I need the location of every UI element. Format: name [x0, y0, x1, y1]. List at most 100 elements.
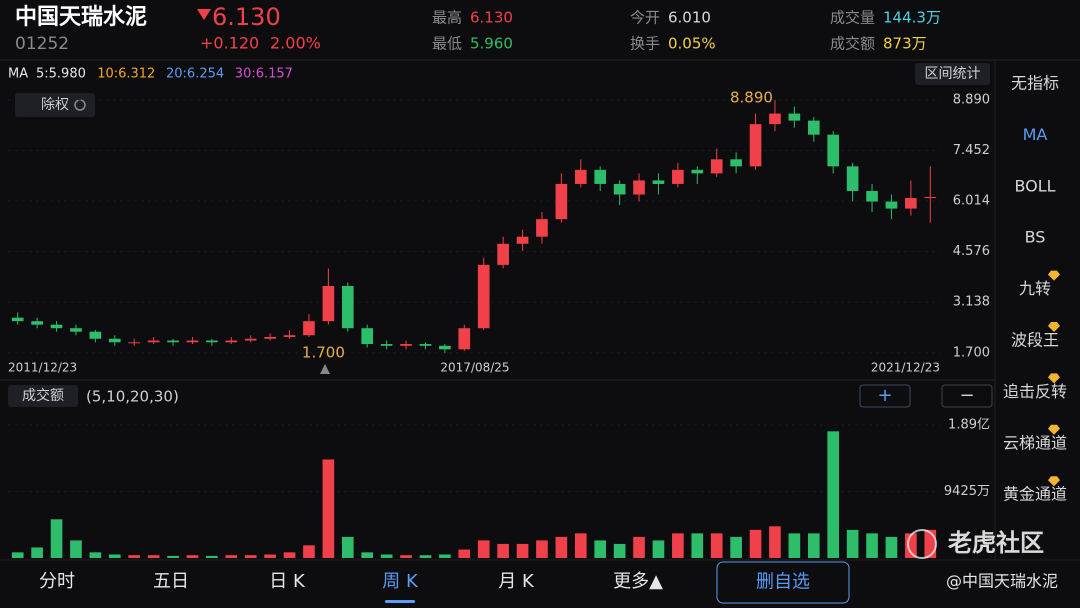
stat-value: 6.130 — [470, 9, 513, 27]
stat-label: 换手 — [630, 35, 660, 53]
y-tick-label: 4.576 — [953, 244, 990, 259]
candle-body — [380, 344, 393, 346]
volume-bar — [128, 555, 141, 558]
candle-body — [827, 134, 840, 167]
ma-value: 5:5.980 — [36, 67, 86, 82]
candle-body — [167, 340, 179, 343]
volume-bar — [31, 547, 43, 558]
volume-bar — [400, 555, 412, 558]
indicator-item: 波段王 — [1011, 331, 1059, 350]
candle-body — [633, 180, 645, 195]
indicator-item: 无指标 — [1011, 74, 1059, 93]
candle-body — [439, 345, 451, 350]
candle-body — [672, 169, 684, 184]
candle-body — [497, 243, 509, 265]
candle-body — [905, 198, 917, 209]
volume-bar — [807, 533, 820, 558]
candle-body — [477, 264, 490, 329]
indicator-item: 九转 — [1019, 279, 1051, 298]
volume-params: (5,10,20,30) — [86, 388, 179, 406]
candle-body — [652, 180, 665, 184]
y-tick-label: 1.700 — [953, 345, 990, 360]
candle-body — [691, 169, 704, 174]
candle-body — [419, 344, 432, 346]
indicator-item: 黄金通道 — [1003, 485, 1067, 504]
premium-icon — [1048, 424, 1060, 435]
volume-bar — [710, 533, 723, 558]
stat-label: 最低 — [432, 35, 462, 53]
volume-bar — [924, 529, 937, 558]
adjust-button-label: 除权 — [41, 97, 69, 113]
candle-body — [89, 331, 102, 339]
range-stats-button[interactable] — [915, 63, 990, 85]
volume-bar — [186, 555, 199, 558]
tab[interactable]: 日 K — [269, 571, 306, 592]
candle-body — [555, 183, 568, 220]
candle-body — [846, 166, 859, 191]
candle-body — [283, 335, 296, 337]
indicator-item: MA — [1023, 125, 1048, 144]
volume-bar — [613, 543, 626, 558]
volume-selector-label: 成交额 — [22, 387, 64, 404]
candle-body — [536, 219, 548, 237]
volume-bar — [477, 540, 490, 558]
tab[interactable]: 分时 — [39, 571, 75, 592]
candle-body — [108, 338, 121, 343]
marker — [320, 364, 330, 374]
candle-body — [31, 321, 43, 325]
candle-body — [885, 201, 898, 209]
indicator-item: 追击反转 — [1003, 382, 1067, 401]
volume-bar — [361, 552, 374, 558]
candle-body — [788, 113, 801, 121]
volume-bar — [633, 536, 645, 558]
zoom-in-button[interactable] — [859, 384, 911, 408]
watchlist-button-label: 删自选 — [756, 572, 810, 593]
candle-body — [11, 317, 24, 322]
volume-bar — [283, 552, 296, 558]
volume-bar — [788, 533, 801, 558]
volume-bar — [419, 555, 432, 558]
candle-body — [264, 337, 276, 339]
stock-name: 中国天瑞水泥 — [15, 5, 147, 30]
stat-label: 最高 — [432, 9, 462, 27]
volume-bar — [672, 533, 684, 558]
volume-bar — [264, 554, 276, 558]
volume-bar — [866, 533, 878, 558]
volume-bar — [652, 540, 665, 558]
ma-value: 30:6.157 — [235, 67, 293, 82]
ma-value: 20:6.254 — [166, 67, 224, 82]
volume-bar — [555, 536, 568, 558]
candle-body — [186, 340, 199, 343]
range-stats-button-label: 区间统计 — [925, 66, 981, 82]
zoom-out-button[interactable] — [941, 384, 993, 408]
candle-body — [50, 324, 63, 329]
candle-body — [147, 340, 160, 343]
candle-body — [924, 196, 937, 199]
candle-body — [710, 159, 723, 174]
candle-body — [70, 328, 82, 332]
volume-bar — [458, 549, 471, 558]
watchlist-button[interactable] — [716, 561, 850, 604]
premium-icon — [1048, 476, 1060, 487]
candle-body — [303, 321, 315, 336]
price: 6.130 — [212, 3, 281, 31]
premium-icon — [1048, 322, 1060, 332]
volume-selector[interactable] — [8, 385, 78, 407]
tab[interactable]: 更多▲ — [613, 571, 663, 592]
adjust-button[interactable] — [15, 93, 95, 117]
candle-body — [516, 236, 529, 244]
volume-bar — [574, 533, 587, 558]
stock-code: 01252 — [15, 34, 69, 54]
ma-label: MA — [8, 67, 28, 82]
tab[interactable]: 月 K — [498, 571, 535, 592]
volume-bar — [244, 555, 257, 558]
x-tick-label: 2021/12/23 — [871, 361, 940, 375]
candle-body — [322, 285, 335, 322]
tab[interactable]: 五日 — [153, 571, 189, 592]
volume-bar — [905, 533, 917, 558]
tab[interactable]: 周 K — [382, 571, 419, 592]
volume-bar — [749, 529, 762, 558]
candle-body — [749, 124, 762, 167]
